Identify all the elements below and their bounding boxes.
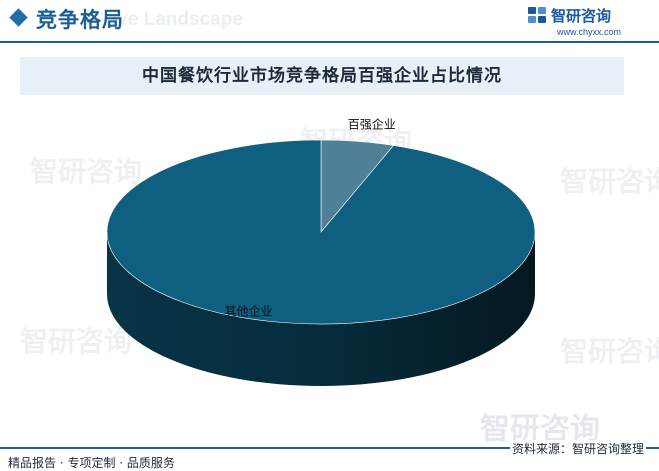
watermark-text: 智研咨询 <box>560 335 659 368</box>
chart-title-band: 中国餐饮行业市场竞争格局百强企业占比情况 <box>20 57 624 95</box>
pie-side-wall <box>107 232 535 386</box>
brand-name: 智研咨询 <box>551 7 612 25</box>
watermark-text: 智研咨询 <box>30 155 143 188</box>
chart-title: 中国餐饮行业市场竞争格局百强企业占比情况 <box>142 66 502 86</box>
footer-tagline: 精品报告 · 专项定制 · 品质服务 <box>8 456 175 470</box>
brand: 智研咨询 www.chyxx.com <box>527 5 637 39</box>
source-note: 资料来源：智研咨询整理 <box>510 440 647 457</box>
watermark-text: 智研咨询 <box>20 325 133 358</box>
header-divider <box>0 41 659 43</box>
pie-slice-others <box>106 139 536 325</box>
brand-logo-icon <box>528 7 546 23</box>
section-header: ive Landscape 竞争格局 智研咨询 www.chyxx.com <box>0 0 659 43</box>
watermark-text: 智研咨询 <box>560 165 659 198</box>
section-title: 竞争格局 <box>36 8 124 32</box>
slice-label: 其他企业 <box>224 304 272 319</box>
slice-label: 百强企业 <box>348 116 396 131</box>
footer-divider <box>0 447 659 449</box>
brand-url: www.chyxx.com <box>557 27 622 37</box>
header-watermark: ive Landscape <box>112 9 243 30</box>
